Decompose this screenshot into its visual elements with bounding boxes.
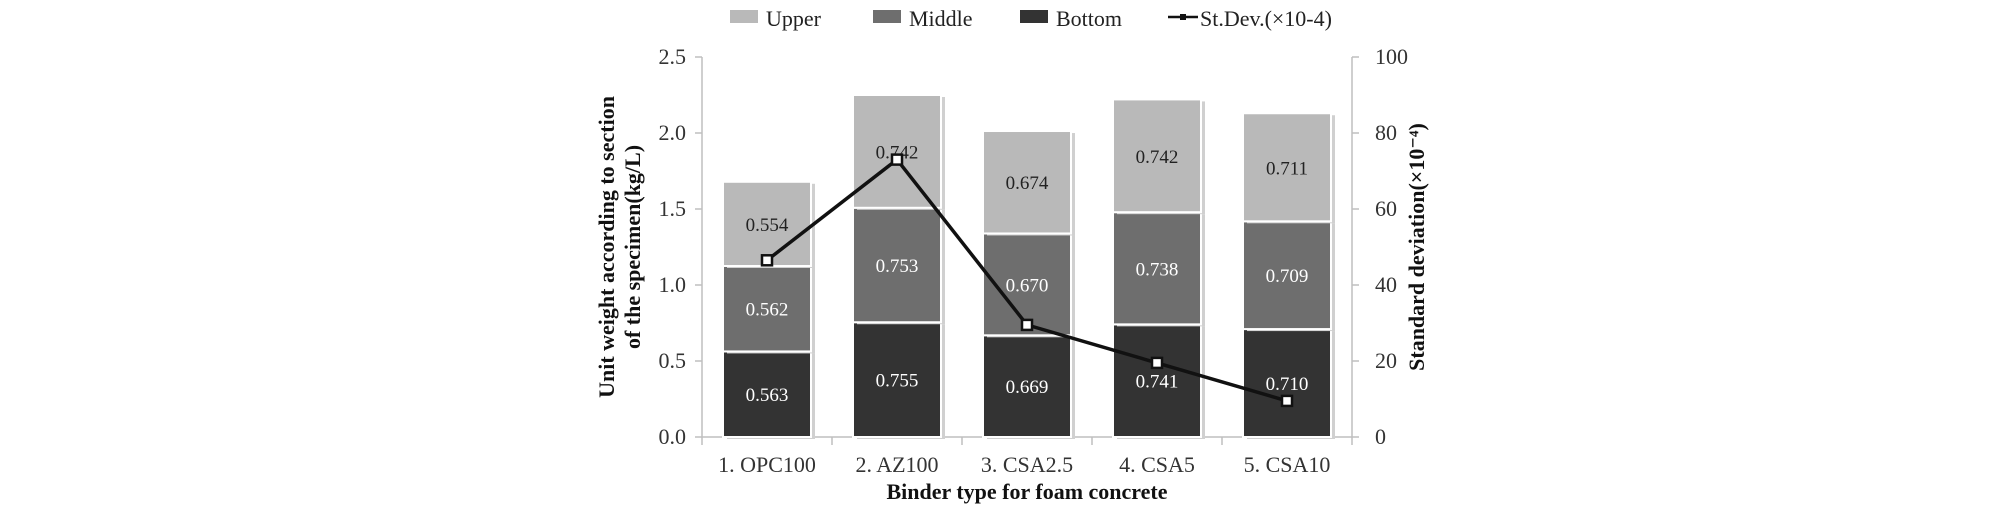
bar-upper-1	[722, 180, 812, 268]
data-label-bottom: 0.741	[1136, 372, 1179, 393]
data-label-middle: 0.709	[1266, 266, 1309, 287]
legend-swatch-upper	[730, 10, 758, 23]
data-label-bottom: 0.710	[1266, 374, 1309, 395]
data-label-bottom: 0.563	[746, 385, 789, 406]
data-label-upper: 0.742	[1136, 147, 1179, 168]
y-axis-title-line: Unit weight according to section	[594, 96, 619, 398]
y-tick-label: 0.0	[659, 424, 687, 449]
bar-bottom-2	[852, 321, 942, 438]
x-tick-label: 2. AZ100	[855, 452, 938, 477]
y-tick-label: 2.0	[659, 120, 687, 145]
x-axis-title: Binder type for foam concrete	[886, 479, 1167, 504]
y2-tick-label: 0	[1375, 424, 1386, 449]
legend-label-bottom: Bottom	[1056, 6, 1122, 31]
data-label-middle: 0.753	[876, 256, 919, 277]
y2-tick-label: 80	[1375, 120, 1397, 145]
y-axis-title-line: of the specimen(kg/L)	[620, 145, 645, 349]
bar-upper-3	[982, 130, 1072, 235]
legend-label-stdev: St.Dev.(×10-4)	[1200, 6, 1332, 31]
y2-tick-label: 40	[1375, 272, 1397, 297]
bar-middle-1	[722, 265, 812, 353]
bar-middle-2	[852, 206, 942, 324]
bar-middle-3	[982, 232, 1072, 337]
legend-label-middle: Middle	[909, 6, 973, 31]
x-tick-label: 5. CSA10	[1244, 452, 1331, 477]
stdev-marker-5	[1280, 394, 1294, 408]
data-label-bottom: 0.669	[1006, 377, 1049, 398]
bar-middle-4	[1112, 211, 1202, 326]
legend-swatch-bottom	[1020, 10, 1048, 23]
legend-swatch-middle	[873, 10, 901, 23]
bar-middle-5	[1242, 220, 1332, 331]
data-label-middle: 0.562	[746, 300, 789, 321]
x-tick-label: 4. CSA5	[1119, 452, 1195, 477]
data-label-upper: 0.711	[1266, 158, 1308, 179]
bar-bottom-1	[722, 350, 812, 439]
data-label-middle: 0.738	[1136, 259, 1179, 280]
legend-marker-stdev	[1180, 14, 1186, 20]
data-label-upper: 0.554	[746, 215, 789, 236]
data-label-bottom: 0.755	[876, 371, 919, 392]
bar-upper-4	[1112, 98, 1202, 214]
y-tick-label: 1.0	[659, 272, 687, 297]
y-tick-label: 0.5	[659, 348, 687, 373]
x-tick-label: 3. CSA2.5	[981, 452, 1073, 477]
legend-label-upper: Upper	[766, 6, 822, 31]
x-tick-label: 1. OPC100	[718, 452, 816, 477]
bar-upper-5	[1242, 112, 1332, 223]
stdev-marker-4	[1150, 356, 1164, 370]
y2-axis-title-group: Standard deviation(×10⁻⁴)	[1404, 123, 1429, 371]
y2-tick-label: 60	[1375, 196, 1397, 221]
bar-bottom-4	[1112, 323, 1202, 439]
y2-tick-label: 100	[1375, 44, 1408, 69]
bar-bottom-5	[1242, 328, 1332, 438]
y2-tick-label: 20	[1375, 348, 1397, 373]
stdev-marker-3	[1020, 318, 1034, 332]
y-axis-title: Unit weight according to section of the s…	[594, 96, 645, 398]
data-label-upper: 0.742	[876, 142, 919, 163]
y2-axis-title: Standard deviation(×10⁻⁴)	[1404, 123, 1429, 371]
bar-bottom-3	[982, 334, 1072, 439]
y-tick-label: 1.5	[659, 196, 687, 221]
bar-upper-2	[852, 94, 942, 209]
y-tick-label: 2.5	[659, 44, 687, 69]
stdev-marker-1	[760, 254, 774, 267]
data-label-upper: 0.674	[1006, 173, 1049, 194]
stdev-marker-2	[890, 153, 904, 166]
data-label-middle: 0.670	[1006, 275, 1049, 296]
